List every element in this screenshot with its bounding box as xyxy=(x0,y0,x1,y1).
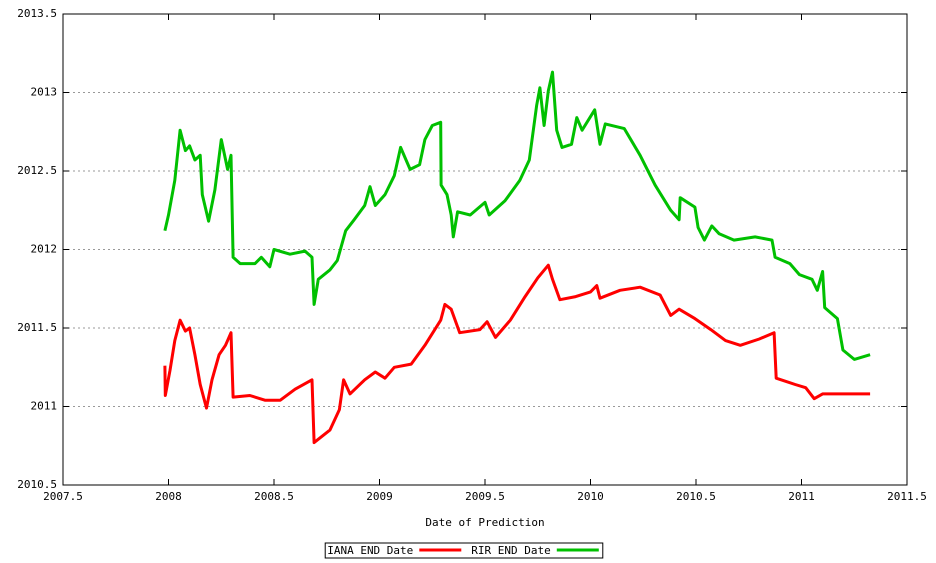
y-tick-label: 2013 xyxy=(31,86,58,99)
x-tick-label: 2008.5 xyxy=(254,490,294,503)
y-tick-label: 2013.5 xyxy=(17,7,57,20)
legend: IANA END Date RIR END Date xyxy=(324,542,604,559)
y-tick-label: 2012 xyxy=(31,243,58,256)
x-tick-label: 2010 xyxy=(577,490,604,503)
y-tick-label: 2010.5 xyxy=(17,478,57,491)
x-tick-label: 2007.5 xyxy=(43,490,83,503)
legend-box xyxy=(324,542,604,559)
y-tick-label: 2011 xyxy=(31,400,58,413)
y-tick-label: 2012.5 xyxy=(17,164,57,177)
x-tick-label: 2009.5 xyxy=(465,490,505,503)
y-tick-label: 2011.5 xyxy=(17,321,57,334)
x-tick-label: 2010.5 xyxy=(676,490,716,503)
x-axis-label: Date of Prediction xyxy=(425,516,544,529)
x-tick-label: 2008 xyxy=(155,490,182,503)
x-tick-label: 2011.5 xyxy=(887,490,927,503)
x-tick-label: 2009 xyxy=(366,490,393,503)
legend-label: RIR END Date xyxy=(471,544,550,557)
x-tick-label: 2011 xyxy=(788,490,815,503)
series-line xyxy=(163,70,871,361)
series-line xyxy=(163,263,871,445)
legend-label: IANA END Date xyxy=(327,544,413,557)
